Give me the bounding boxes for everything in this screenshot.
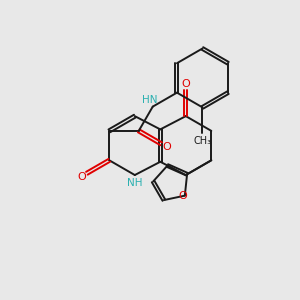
Text: O: O	[182, 79, 190, 89]
Text: O: O	[77, 172, 85, 182]
Text: O: O	[178, 190, 187, 201]
Text: HN: HN	[142, 95, 158, 105]
Text: CH₃: CH₃	[194, 136, 211, 146]
Text: O: O	[162, 142, 171, 152]
Text: NH: NH	[127, 178, 142, 188]
